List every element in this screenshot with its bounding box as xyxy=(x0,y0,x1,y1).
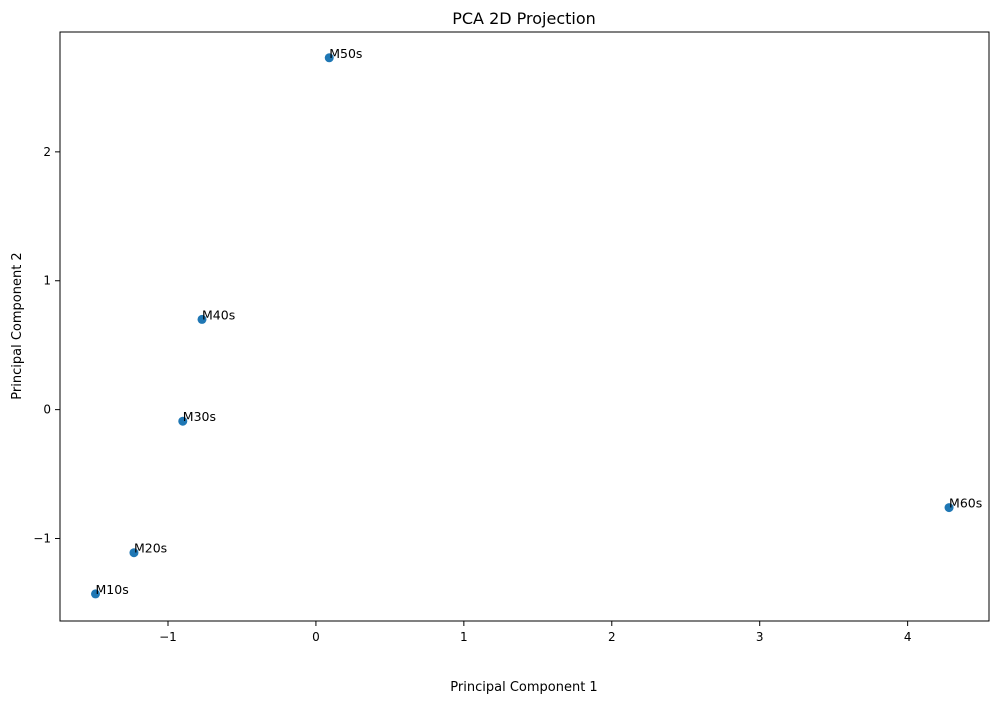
x-tick-label: 3 xyxy=(756,630,764,644)
x-tick-label: 0 xyxy=(312,630,320,644)
scatter-point xyxy=(944,503,954,513)
point-label: M50s xyxy=(329,46,362,61)
scatter-point xyxy=(197,314,207,324)
point-labels: M10s M20s M30s M40s M50s M60s xyxy=(96,46,983,597)
point-label: M20s xyxy=(134,541,167,556)
scatter-point xyxy=(129,548,139,558)
y-tick-label: 2 xyxy=(43,145,51,159)
point-label: M60s xyxy=(949,496,982,511)
chart-title: PCA 2D Projection xyxy=(452,9,596,28)
y-tick-label: −1 xyxy=(33,532,51,546)
point-label: M10s xyxy=(96,582,129,597)
point-label: M30s xyxy=(183,409,216,424)
x-axis-label: Principal Component 1 xyxy=(450,680,597,695)
x-tick-label: 2 xyxy=(608,630,616,644)
y-axis-ticks: −1 0 1 2 xyxy=(33,145,60,546)
point-label: M40s xyxy=(202,307,235,322)
x-tick-label: 1 xyxy=(460,630,468,644)
scatter-point xyxy=(324,53,334,63)
x-tick-label: −1 xyxy=(159,630,177,644)
x-axis-ticks: −1 0 1 2 3 4 xyxy=(159,621,911,644)
plot-frame xyxy=(59,31,990,622)
scatter-point xyxy=(91,589,101,599)
y-axis-label: Principal Component 2 xyxy=(10,252,25,399)
y-tick-label: 1 xyxy=(43,274,51,288)
scatter-point xyxy=(178,416,188,426)
y-tick-label: 0 xyxy=(43,403,51,417)
x-tick-label: 4 xyxy=(904,630,912,644)
scatter-points xyxy=(91,53,954,599)
